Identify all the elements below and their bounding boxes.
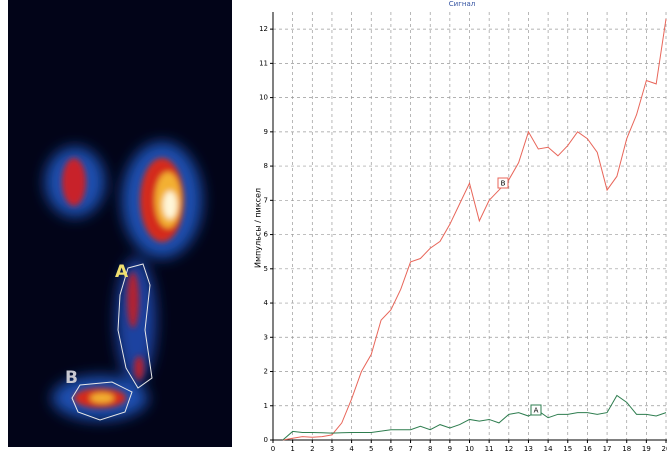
roi-label: A <box>115 262 129 282</box>
y-tick-label: 2 <box>264 368 268 376</box>
scan-image: A B <box>0 0 235 452</box>
series-label: B <box>501 180 506 188</box>
series-label-box <box>530 404 542 416</box>
y-axis-label: Импульсы / пиксел <box>254 188 263 268</box>
x-tick-label: 2 <box>310 445 314 452</box>
x-tick-label: 3 <box>330 445 334 452</box>
y-tick-label: 11 <box>259 59 268 67</box>
y-tick-label: 7 <box>264 196 268 204</box>
x-tick-label: 20 <box>662 445 667 452</box>
x-tick-label: 15 <box>563 445 572 452</box>
series-label-box <box>497 177 509 189</box>
x-tick-label: 8 <box>428 445 432 452</box>
y-tick-label: 6 <box>264 231 269 239</box>
series-line <box>282 18 667 441</box>
x-tick-label: 1 <box>290 445 294 452</box>
x-tick-label: 5 <box>369 445 373 452</box>
x-tick-label: 9 <box>448 445 452 452</box>
y-tick-label: 8 <box>264 162 268 170</box>
roi-label: B <box>65 368 78 388</box>
x-tick-label: 12 <box>504 445 513 452</box>
x-tick-label: 10 <box>465 445 474 452</box>
y-tick-label: 9 <box>264 128 268 136</box>
x-tick-label: 4 <box>349 445 354 452</box>
y-tick-label: 0 <box>264 436 268 444</box>
x-tick-label: 17 <box>603 445 612 452</box>
y-tick-label: 10 <box>259 94 268 102</box>
series-label: A <box>534 407 539 415</box>
series-line <box>282 394 667 441</box>
y-tick-label: 3 <box>264 333 268 341</box>
y-tick-label: 4 <box>264 299 269 307</box>
chart-title: Сигнал <box>449 0 475 8</box>
x-tick-label: 11 <box>485 445 494 452</box>
x-tick-label: 18 <box>622 445 631 452</box>
y-tick-label: 5 <box>264 265 268 273</box>
x-tick-label: 0 <box>271 445 275 452</box>
x-tick-label: 19 <box>642 445 651 452</box>
x-tick-label: 14 <box>544 445 553 452</box>
y-tick-label: 12 <box>259 25 268 33</box>
x-tick-label: 13 <box>524 445 533 452</box>
x-tick-label: 7 <box>408 445 412 452</box>
y-tick-label: 1 <box>264 402 268 410</box>
x-tick-label: 6 <box>389 445 394 452</box>
x-tick-label: 16 <box>583 445 592 452</box>
